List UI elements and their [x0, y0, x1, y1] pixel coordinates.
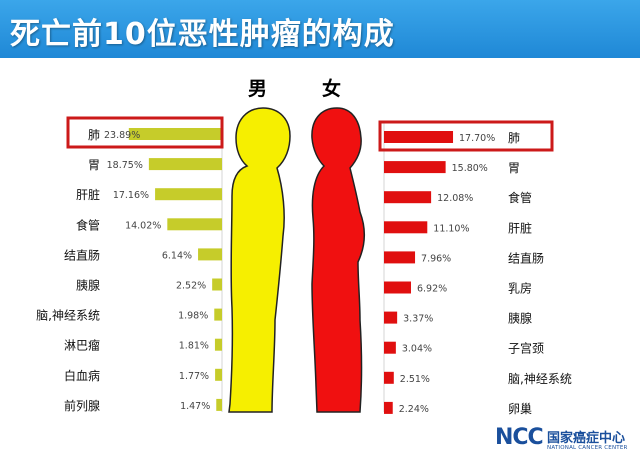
female-value-label: 6.92%	[417, 284, 447, 295]
male-bar	[167, 218, 222, 231]
female-bar	[384, 341, 396, 354]
male-category-label: 胃	[88, 158, 100, 172]
female-silhouette	[311, 107, 365, 413]
male-value-label: 2.52%	[176, 281, 206, 292]
female-category-label: 子宫颈	[508, 341, 544, 356]
female-value-label: 2.24%	[399, 404, 429, 415]
female-category-label: 胃	[508, 161, 520, 175]
male-category-label: 肺	[88, 128, 100, 142]
female-bar	[384, 251, 416, 264]
male-value-label: 23.89%	[104, 130, 140, 141]
male-value-label: 14.02%	[125, 220, 161, 231]
ncc-logo: NCC 国家癌症中心 NATIONAL CANCER CENTER	[495, 425, 635, 459]
female-value-label: 12.08%	[437, 193, 473, 204]
male-value-label: 17.16%	[113, 190, 149, 201]
female-category-label: 乳房	[508, 281, 532, 296]
male-value-label: 1.77%	[179, 371, 209, 382]
female-bar	[384, 371, 394, 384]
female-value-label: 15.80%	[452, 163, 488, 174]
male-category-label: 前列腺	[64, 398, 100, 413]
page-title: 死亡前10位恶性肿瘤的构成	[10, 17, 395, 52]
female-heading: 女	[322, 78, 342, 100]
male-heading: 男	[248, 78, 268, 100]
logo-mark: NCC	[495, 425, 544, 450]
female-category-label: 结直肠	[508, 251, 544, 265]
logo-name-cn: 国家癌症中心	[547, 431, 626, 446]
female-value-label: 2.51%	[400, 374, 430, 385]
female-category-label: 脑,神经系统	[508, 372, 572, 386]
male-bar	[148, 158, 222, 171]
male-category-label: 胰腺	[76, 279, 100, 293]
male-category-label: 淋巴瘤	[64, 338, 100, 353]
male-bar	[128, 128, 222, 140]
male-bar	[212, 278, 222, 291]
female-bar	[384, 281, 411, 294]
male-category-label: 结直肠	[64, 248, 100, 262]
female-highlight-box	[378, 120, 554, 152]
female-category-label: 肝脏	[508, 220, 532, 235]
female-value-label: 7.96%	[421, 253, 451, 264]
male-category-label: 食管	[76, 217, 100, 232]
female-value-label: 3.37%	[403, 314, 433, 325]
female-value-label: 17.70%	[459, 133, 495, 144]
male-value-label: 1.98%	[178, 311, 208, 322]
female-bar	[384, 161, 446, 174]
male-bar	[216, 398, 222, 411]
male-value-label: 18.75%	[107, 160, 143, 171]
female-bar	[384, 191, 432, 204]
male-value-label: 6.14%	[162, 250, 192, 261]
male-value-label: 1.47%	[180, 401, 210, 412]
male-category-label: 肝脏	[76, 187, 100, 202]
male-bar	[198, 248, 222, 261]
header-banner: 死亡前10位恶性肿瘤的构成	[0, 0, 640, 58]
female-bar	[384, 311, 398, 324]
male-category-label: 脑,神经系统	[36, 309, 100, 323]
male-bar	[214, 338, 222, 351]
logo-name-en: NATIONAL CANCER CENTER	[547, 445, 628, 451]
female-category-label: 胰腺	[508, 312, 532, 326]
female-bar	[384, 131, 454, 143]
female-value-label: 11.10%	[433, 223, 469, 234]
male-value-label: 1.81%	[179, 341, 209, 352]
female-category-label: 食管	[508, 190, 532, 205]
female-bar	[384, 221, 428, 234]
male-bar	[215, 368, 222, 381]
female-category-label: 肺	[508, 131, 520, 145]
male-silhouette	[228, 107, 291, 413]
male-bar	[155, 188, 222, 201]
male-category-label: 白血病	[64, 368, 100, 383]
female-value-label: 3.04%	[402, 344, 432, 355]
female-bar	[384, 401, 393, 414]
male-highlight-box	[66, 116, 224, 149]
male-bar	[214, 308, 222, 321]
female-category-label: 卵巢	[508, 402, 532, 416]
